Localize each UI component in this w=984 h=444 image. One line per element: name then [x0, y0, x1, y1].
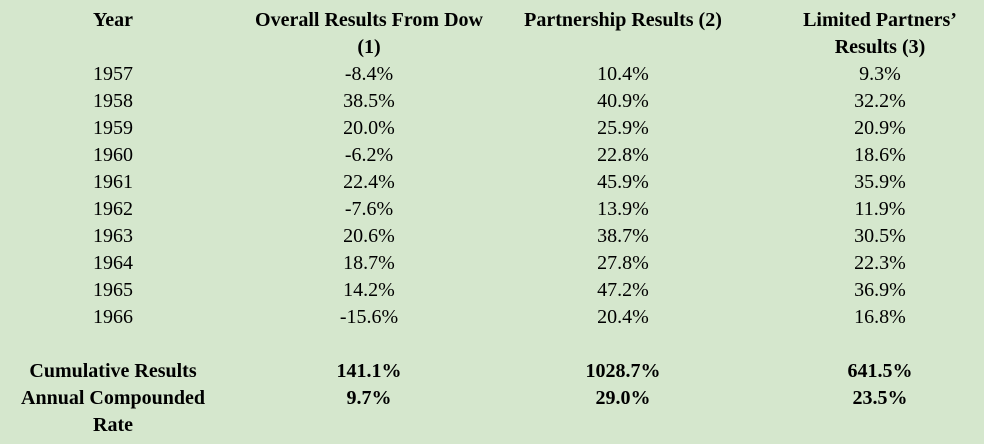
value-cell: 38.5%: [343, 90, 395, 112]
value-cell: 47.2%: [597, 279, 649, 301]
year-cell: 1964: [93, 252, 133, 274]
column-header: Year: [93, 9, 133, 31]
year-cell: 1957: [93, 63, 133, 85]
value-cell: -6.2%: [344, 144, 394, 166]
value-cell: 32.2%: [854, 90, 906, 112]
summary-value: 9.7%: [346, 387, 392, 409]
value-cell: 18.7%: [343, 252, 395, 274]
value-cell: 22.4%: [343, 171, 395, 193]
year-cell: 1958: [93, 90, 133, 112]
summary-label: Annual Compounded Rate: [21, 387, 205, 436]
summary-value: 29.0%: [595, 387, 651, 409]
value-cell: 25.9%: [597, 117, 649, 139]
value-cell: 13.9%: [597, 198, 649, 220]
column-header: Overall Results From Dow (1): [255, 9, 483, 58]
value-cell: 20.4%: [597, 306, 649, 328]
value-cell: 16.8%: [854, 306, 906, 328]
value-cell: 14.2%: [343, 279, 395, 301]
value-cell: -8.4%: [344, 63, 394, 85]
value-cell: 22.8%: [597, 144, 649, 166]
year-cell: 1959: [93, 117, 133, 139]
value-cell: 20.9%: [854, 117, 906, 139]
year-cell: 1961: [93, 171, 133, 193]
year-cell: 1966: [93, 306, 133, 328]
value-cell: 30.5%: [854, 225, 906, 247]
value-cell: 20.6%: [343, 225, 395, 247]
summary-value: 23.5%: [852, 387, 908, 409]
summary-value: 641.5%: [847, 360, 913, 382]
value-cell: -15.6%: [339, 306, 399, 328]
year-cell: 1965: [93, 279, 133, 301]
year-cell: 1963: [93, 225, 133, 247]
column-header: Limited Partners’ Results (3): [803, 9, 957, 58]
column-header: Partnership Results (2): [524, 9, 722, 31]
year-cell: 1962: [93, 198, 133, 220]
summary-value: 141.1%: [336, 360, 402, 382]
value-cell: 27.8%: [597, 252, 649, 274]
value-cell: 35.9%: [854, 171, 906, 193]
value-cell: 40.9%: [597, 90, 649, 112]
value-cell: 9.3%: [859, 63, 901, 85]
value-cell: -7.6%: [344, 198, 394, 220]
summary-label: Cumulative Results: [29, 360, 197, 382]
value-cell: 20.0%: [343, 117, 395, 139]
year-cell: 1960: [93, 144, 133, 166]
value-cell: 38.7%: [597, 225, 649, 247]
value-cell: 18.6%: [854, 144, 906, 166]
value-cell: 11.9%: [854, 198, 906, 220]
value-cell: 22.3%: [854, 252, 906, 274]
value-cell: 10.4%: [597, 63, 649, 85]
summary-value: 1028.7%: [585, 360, 661, 382]
value-cell: 36.9%: [854, 279, 906, 301]
value-cell: 45.9%: [597, 171, 649, 193]
